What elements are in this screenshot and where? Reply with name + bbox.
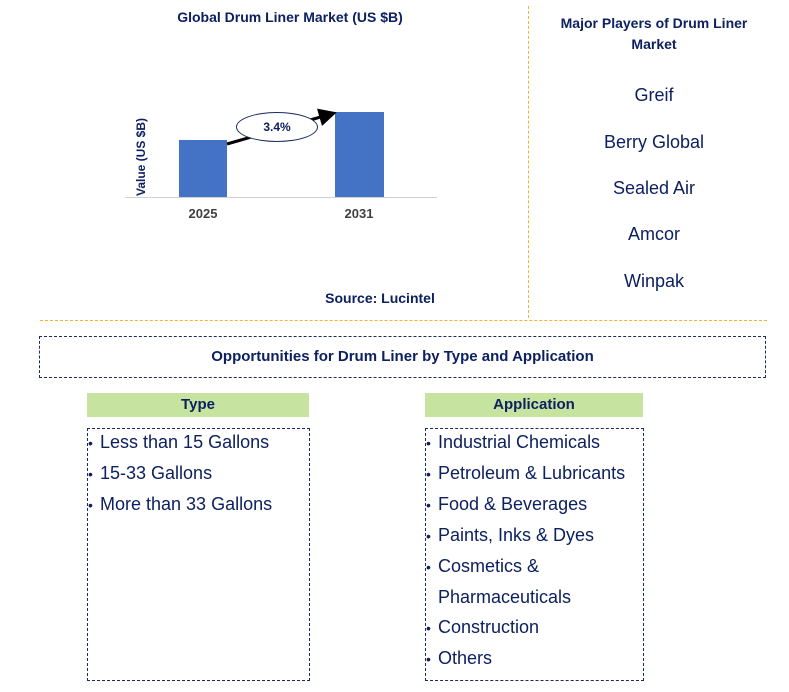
vertical-divider: [528, 6, 529, 318]
y-axis-label: Value (US $B): [134, 117, 148, 197]
application-item-continuation: Pharmaceuticals: [438, 587, 572, 607]
bullet-icon: •: [426, 497, 431, 513]
application-list: • Industrial Chemicals • Petroleum & Lubri…: [425, 428, 644, 681]
source-label: Source: Lucintel: [325, 290, 435, 306]
type-header: Type: [87, 393, 309, 417]
x-axis-line: [125, 197, 437, 198]
type-item: • Less than 15 Gallons: [88, 427, 309, 458]
application-item: • Industrial Chemicals: [426, 427, 643, 458]
application-item: • Paints, Inks & Dyes: [426, 520, 643, 551]
application-item: • Others: [426, 643, 643, 674]
application-item: • Petroleum & Lubricants: [426, 458, 643, 489]
horizontal-divider: [40, 320, 767, 321]
type-list: • Less than 15 Gallons • 15-33 Gallons • Mo…: [87, 428, 310, 681]
x-tick-2031: 2031: [344, 206, 374, 221]
application-header: Application: [425, 393, 643, 417]
bullet-icon: •: [426, 435, 431, 451]
player-item: Greif: [634, 85, 674, 105]
bullet-icon: •: [88, 435, 93, 451]
x-tick-2025: 2025: [188, 206, 218, 221]
bar-2025: [179, 140, 227, 197]
application-item: • Construction: [426, 612, 643, 643]
player-item: Winpak: [623, 271, 685, 291]
bullet-icon: •: [426, 651, 431, 667]
bullet-icon: •: [88, 497, 93, 513]
player-item: Berry Global: [603, 132, 705, 152]
application-item: • Cosmetics &: [426, 551, 643, 582]
bullet-icon: •: [426, 466, 431, 482]
bullet-icon: •: [88, 466, 93, 482]
cagr-badge: 3.4%: [236, 112, 318, 142]
players-title: Major Players of Drum Liner Market: [560, 15, 748, 52]
type-item: • 15-33 Gallons: [88, 458, 309, 489]
application-item: • Food & Beverages: [426, 489, 643, 520]
bar-2031: [335, 112, 384, 197]
bullet-icon: •: [426, 528, 431, 544]
chart-title: Global Drum Liner Market (US $B): [177, 9, 403, 25]
player-item: Amcor: [627, 224, 680, 244]
player-item: Sealed Air: [612, 178, 696, 198]
opportunities-title: Opportunities for Drum Liner by Type and…: [39, 336, 766, 378]
bullet-icon: •: [426, 620, 431, 636]
type-item: • More than 33 Gallons: [88, 489, 309, 520]
bullet-icon: •: [426, 559, 431, 575]
